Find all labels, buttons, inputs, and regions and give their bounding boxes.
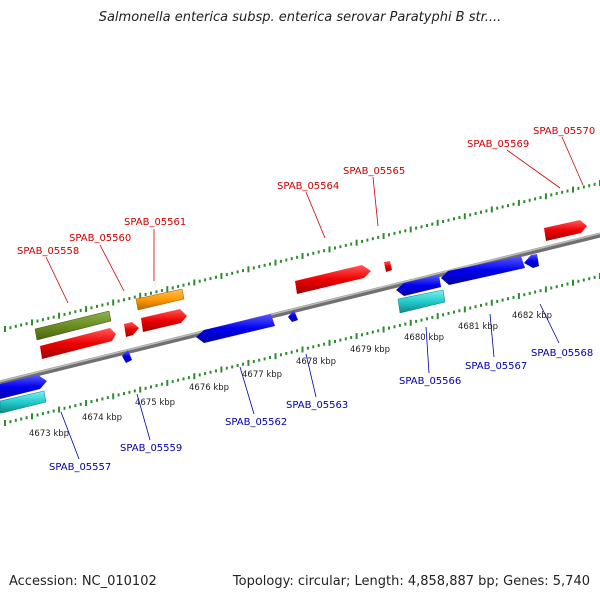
genome-stats-text: Topology: circular; Length: 4,858,887 bp…	[232, 574, 590, 589]
kbp-label: 4677 kbp	[242, 370, 282, 380]
gene-label-spab-05567[interactable]: SPAB_05567	[465, 361, 527, 372]
gene-spab-05566b[interactable]	[397, 289, 446, 314]
forward-label-group: SPAB_05558 SPAB_05560 SPAB_05561 SPAB_05…	[17, 126, 595, 304]
kbp-scale: 4673 kbp 4674 kbp 4675 kbp 4676 kbp 4677…	[29, 311, 552, 439]
kbp-label: 4680 kbp	[404, 333, 444, 343]
kbp-label: 4681 kbp	[458, 322, 498, 332]
gene-label-spab-05557[interactable]: SPAB_05557	[49, 462, 111, 473]
gene-spab-05569[interactable]	[544, 220, 587, 241]
leader-line	[136, 393, 151, 441]
kbp-label: 4674 kbp	[82, 413, 122, 423]
gene-spab-05561b[interactable]	[141, 309, 187, 332]
forward-genes	[34, 220, 587, 359]
gene-label-spab-05564[interactable]: SPAB_05564	[277, 181, 339, 192]
genome-title: Salmonella enterica subsp. enterica sero…	[98, 10, 502, 25]
gene-label-spab-05561[interactable]: SPAB_05561	[124, 217, 186, 228]
kbp-label: 4679 kbp	[350, 345, 390, 355]
reverse-genes	[0, 254, 539, 414]
gene-label-spab-05570[interactable]: SPAB_05570	[533, 126, 595, 137]
gene-spab-05557-fwd[interactable]	[40, 328, 116, 359]
gene-label-spab-05568[interactable]: SPAB_05568	[531, 348, 593, 359]
gene-spab-05557[interactable]	[0, 375, 47, 399]
leader-line	[561, 136, 584, 186]
kbp-label: 4673 kbp	[29, 429, 69, 439]
gene-spab-05558[interactable]	[34, 310, 112, 341]
reverse-label-group: SPAB_05557 SPAB_05559 SPAB_05562 SPAB_05…	[49, 303, 593, 473]
gene-spab-05561[interactable]	[135, 288, 185, 311]
leader-line	[305, 191, 326, 239]
gene-spab-05563[interactable]	[288, 310, 298, 322]
leader-line	[506, 149, 561, 189]
gene-spab-05566[interactable]	[396, 275, 441, 296]
leader-line	[539, 303, 560, 344]
gene-label-spab-05566[interactable]: SPAB_05566	[399, 376, 461, 387]
leader-line	[60, 411, 80, 460]
kbp-label: 4675 kbp	[135, 398, 175, 408]
gene-label-spab-05559[interactable]: SPAB_05559	[120, 443, 182, 454]
genome-backbone-highlight	[0, 232, 600, 383]
kbp-label: 4682 kbp	[512, 311, 552, 321]
gene-spab-05559[interactable]	[122, 350, 132, 363]
leader-line	[489, 313, 495, 358]
genome-backbone	[0, 232, 600, 386]
gene-label-spab-05562[interactable]: SPAB_05562	[225, 417, 287, 428]
gene-spab-05562[interactable]	[196, 314, 275, 343]
leader-line	[99, 244, 125, 292]
leader-line	[425, 326, 430, 374]
gene-label-spab-05563[interactable]: SPAB_05563	[286, 400, 348, 411]
gene-label-spab-05565[interactable]: SPAB_05565	[343, 166, 405, 177]
gene-spab-05565[interactable]	[384, 261, 392, 272]
gene-label-spab-05569[interactable]: SPAB_05569	[467, 139, 529, 150]
leader-line	[372, 176, 379, 227]
leader-line	[305, 353, 317, 398]
leader-line	[239, 366, 255, 415]
tick-row-lower	[4, 273, 600, 426]
gene-label-spab-05560[interactable]: SPAB_05560	[69, 233, 131, 244]
gene-spab-05557b[interactable]	[0, 390, 47, 414]
gene-spab-05560[interactable]	[124, 322, 139, 337]
accession-text: Accession: NC_010102	[9, 574, 157, 589]
leader-line	[45, 256, 69, 304]
gene-spab-05568[interactable]	[524, 254, 539, 268]
gene-spab-05567[interactable]	[441, 256, 525, 285]
tick-row-upper	[4, 180, 600, 332]
kbp-label: 4676 kbp	[189, 383, 229, 393]
kbp-label: 4678 kbp	[296, 357, 336, 367]
gene-label-spab-05558[interactable]: SPAB_05558	[17, 246, 79, 257]
gene-spab-05564[interactable]	[295, 265, 371, 294]
